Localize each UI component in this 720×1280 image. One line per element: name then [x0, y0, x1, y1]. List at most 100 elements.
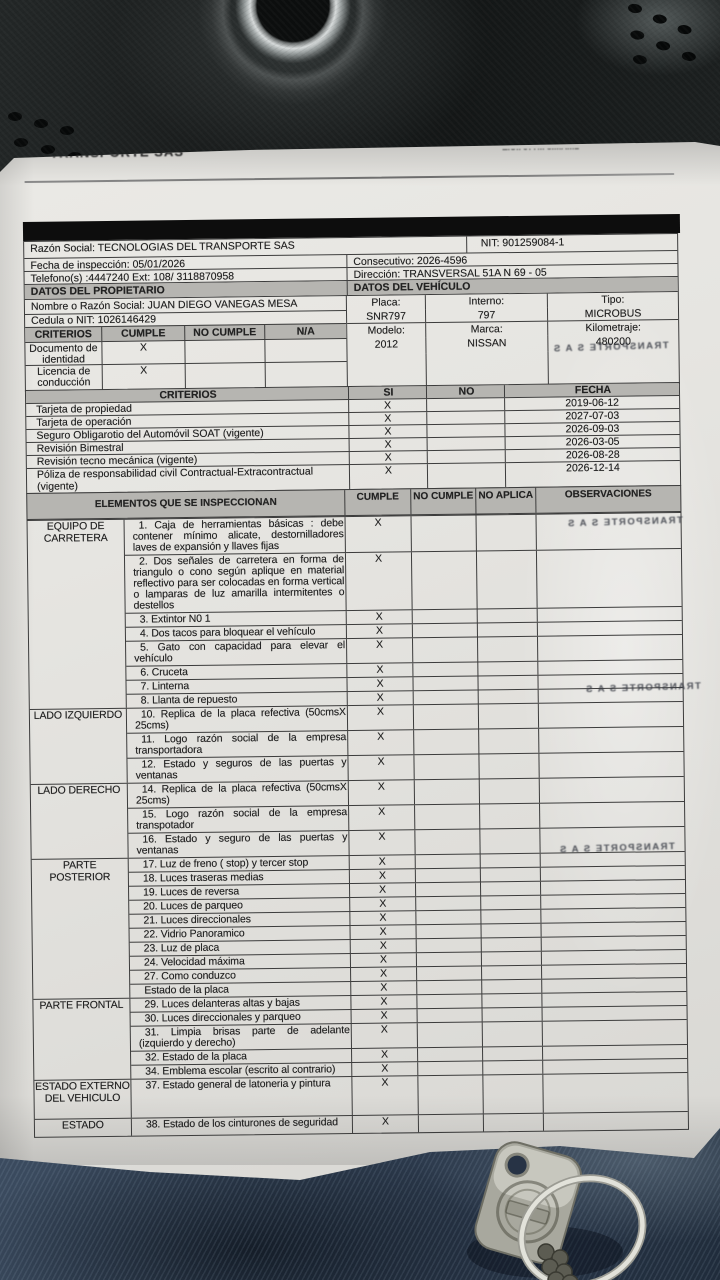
fecha-value: 2026-12-14: [504, 460, 681, 488]
no-cell: [426, 424, 505, 438]
empty-cell: [348, 353, 426, 387]
cumple-mark: X: [348, 830, 415, 856]
item-text: 38. Estado de los cinturones de segurida…: [145, 1116, 339, 1131]
no-cell: [426, 437, 505, 451]
group-items: 37. Estado general de latoneria y pintur…: [131, 1072, 688, 1118]
col-header-elementos: ELEMENTOS QUE SE INSPECCIONAN: [94, 496, 277, 511]
item-text: 12. Estado y seguros de las puertas y ve…: [135, 756, 347, 782]
marca-label: Marca:: [425, 321, 548, 338]
interno-value: 797: [424, 307, 548, 323]
no-cumple-cell: [414, 868, 480, 883]
criterios-documentos-table: CRITERIOS SI NO FECHA Tarjeta de propied…: [24, 381, 682, 494]
placa-label: Placa:: [371, 296, 401, 309]
observaciones-cell: [538, 776, 685, 803]
inspection-checklist-table: EQUIPO DE CARRETERA 1. Caja de herramient…: [26, 511, 690, 1138]
si-mark: X: [348, 412, 427, 426]
col-header-no: NO: [425, 385, 505, 399]
category-label: PARTE POSTERIOR: [31, 858, 131, 999]
no-aplica-cell: [482, 1060, 543, 1075]
na-cell: [264, 339, 347, 363]
cumple-mark: X: [347, 755, 414, 781]
no-aplica-cell: [478, 753, 539, 779]
category-label: ESTADO: [34, 1118, 133, 1137]
item-text: 31. Limpia brisas parte de adelante (izq…: [138, 1024, 350, 1050]
no-aplica-cell: [476, 636, 538, 662]
na-cell: [264, 362, 347, 389]
no-cumple-cell: [412, 676, 478, 691]
cumple-mark: X: [346, 691, 413, 706]
header-table: Razón Social: TECNOLOGIAS DEL TRANSPORTE…: [23, 232, 680, 392]
cumple-mark: X: [350, 995, 417, 1010]
no-cumple-cell: [414, 829, 480, 855]
inspection-group: ESTADO EXTERNO DEL VEHICULO 37. Estado ge…: [34, 1071, 688, 1119]
no-cumple-cell: [412, 662, 478, 677]
propietario-section: Nombre o Razón Social: JUAN DIEGO VANEGA…: [24, 296, 348, 391]
item-text: 11. Logo razón social de la empresa tran…: [135, 731, 347, 757]
no-aplica-cell: [480, 923, 541, 938]
item-text: 10. Replica de la placa refectiva (50cms…: [134, 706, 346, 732]
paper-shading: [0, 150, 34, 1170]
no-aplica-cell: [480, 937, 541, 952]
group-items: 10. Replica de la placa refectiva (50cms…: [127, 701, 684, 783]
no-aplica-cell: [477, 661, 538, 676]
observaciones-cell: [537, 701, 684, 728]
group-items: 29. Luces delanteras altas y bajas X 30. L…: [130, 991, 688, 1079]
cumple-mark: X: [350, 981, 417, 996]
no-aplica-cell: [482, 1074, 543, 1114]
no-cumple-cell: [184, 363, 265, 390]
observaciones-cell: [538, 751, 684, 778]
empty-cell: [425, 351, 548, 387]
leather-perforations: [627, 3, 643, 14]
cumple-mark: X: [101, 364, 185, 391]
col-header-cumple: CUMPLE: [344, 489, 411, 516]
no-aplica-cell: [481, 1007, 542, 1022]
no-cumple-cell: [411, 623, 477, 638]
item-text: 34. Emblema escolar (escrito al contrari…: [145, 1063, 336, 1078]
observaciones-cell: [536, 634, 683, 661]
no-cumple-cell: [416, 994, 482, 1009]
cumple-mark: X: [346, 663, 413, 678]
si-mark: X: [348, 425, 427, 439]
no-aplica-cell: [480, 951, 541, 966]
col-header-no-cumple: NO CUMPLE: [184, 325, 265, 341]
cumple-mark: X: [351, 1048, 418, 1063]
cumple-mark: X: [345, 624, 412, 639]
cumple-mark: X: [348, 883, 416, 898]
no-aplica-cell: [479, 867, 540, 882]
no-aplica-cell: [475, 514, 536, 551]
item-text: 5. Gato con capacidad para elevar el veh…: [134, 639, 346, 665]
col-header-no-aplica: NO APLICA: [475, 487, 536, 514]
item-text: 37. Estado general de latoneria y pintur…: [145, 1077, 331, 1092]
cumple-mark: X: [350, 967, 417, 982]
col-header-criterios: CRITERIOS: [34, 328, 92, 341]
category-label: LADO DERECHO: [30, 783, 129, 859]
no-aplica-cell: [481, 1046, 543, 1061]
criterios-propietario-table: CRITERIOS CUMPLE NO CUMPLE N/A Documento…: [25, 323, 347, 391]
si-mark: X: [348, 464, 428, 490]
no-cumple-cell: [414, 804, 480, 830]
observaciones-cell: [541, 977, 687, 993]
observaciones-cell: [539, 801, 685, 828]
no-cumple-cell: [415, 896, 481, 911]
cumple-mark: X: [346, 705, 414, 731]
no-cumple-cell: [415, 952, 481, 967]
cumple-mark: X: [351, 1062, 418, 1077]
no-cumple-cell: [414, 882, 481, 897]
tipo-value: MICROBUS: [546, 305, 679, 321]
cumple-mark: X: [350, 1023, 417, 1049]
cumple-mark: X: [349, 897, 416, 912]
cumple-mark: X: [346, 677, 413, 692]
interno-label: Interno:: [424, 293, 547, 310]
si-mark: X: [348, 399, 427, 413]
col-header-si: SI: [347, 386, 427, 400]
si-mark: X: [348, 438, 427, 452]
si-mark: X: [348, 451, 427, 465]
no-aplica-cell: [481, 979, 542, 994]
fecha-value: 2026-08-28: [504, 447, 680, 463]
no-cell: [426, 463, 506, 489]
cumple-mark: X: [345, 610, 412, 625]
no-aplica-cell: [477, 703, 539, 729]
cumple-mark: X: [348, 855, 415, 870]
no-aplica-cell: [480, 909, 541, 924]
